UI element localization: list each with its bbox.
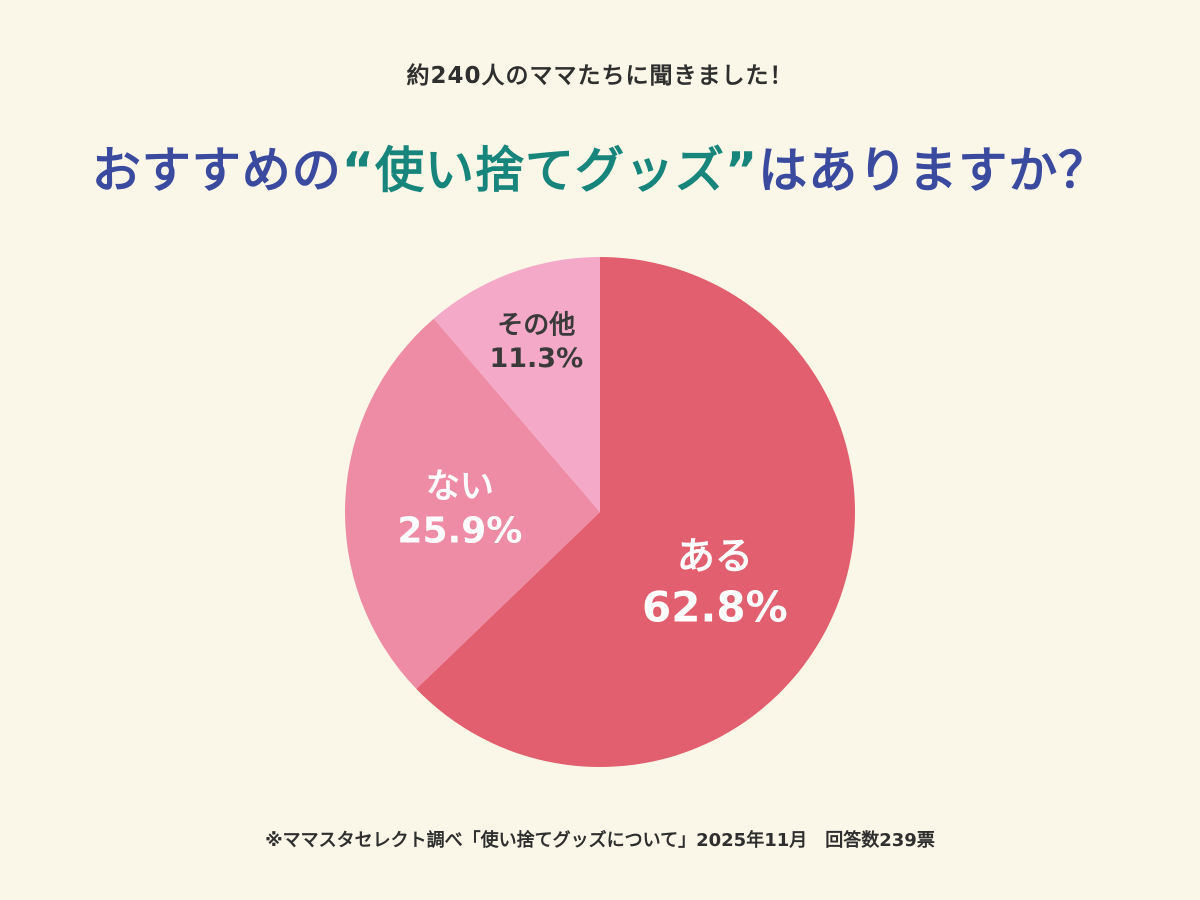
page-title: おすすめの“使い捨てグッズ”はありますか？ bbox=[0, 131, 1200, 202]
pie-slice-2 bbox=[433, 257, 600, 512]
title-highlight: “使い捨てグッズ” bbox=[341, 142, 759, 199]
pie-slice-0 bbox=[416, 257, 856, 767]
pie-slice-1 bbox=[345, 318, 600, 689]
pie-slice-label-1: ない 25.9% bbox=[397, 466, 522, 551]
title-prefix: おすすめの bbox=[91, 142, 342, 199]
survey-subtitle: 約240人のママたちに聞きました！ bbox=[406, 63, 794, 89]
pie-slice-label-0: ある 62.8% bbox=[642, 534, 788, 632]
title-suffix: はありますか？ bbox=[758, 142, 1109, 199]
survey-source-note: ※ママスタセレクト調べ「使い捨てグッズについて」2025年11月 回答数239票 bbox=[265, 830, 935, 851]
pie-chart-svg: ある 62.8% ない 25.9% その他 11.3% bbox=[345, 257, 856, 767]
pie-slice-label-2: その他 11.3% bbox=[489, 310, 583, 374]
pie-chart: ある 62.8% ない 25.9% その他 11.3% bbox=[340, 252, 860, 772]
